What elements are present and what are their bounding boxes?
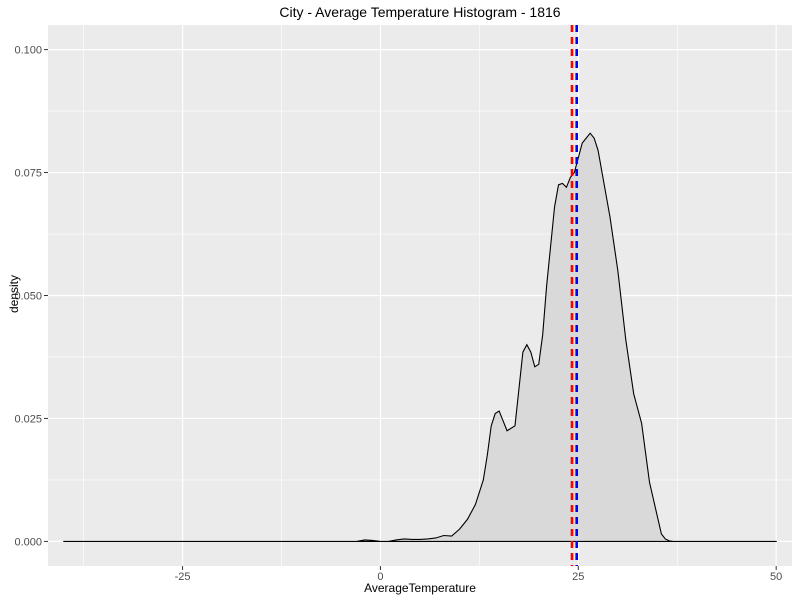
y-axis-title: density xyxy=(7,275,21,313)
y-tick-label: 0.100 xyxy=(14,45,42,57)
chart-title: City - Average Temperature Histogram - 1… xyxy=(279,4,560,20)
density-area xyxy=(63,132,777,542)
x-tick-label: 0 xyxy=(377,571,383,583)
y-axis-ticks: 0.000 0.025 0.050 0.075 0.100 xyxy=(14,45,48,548)
x-tick-label: -25 xyxy=(175,571,191,583)
y-tick-label: 0.075 xyxy=(14,168,42,180)
reference-lines xyxy=(570,25,579,566)
y-tick-label: 0.050 xyxy=(14,291,42,303)
y-tick-label: 0.025 xyxy=(14,413,42,425)
x-axis-title: AverageTemperature xyxy=(364,581,476,595)
y-tick-label: 0.000 xyxy=(14,536,42,548)
x-axis-ticks: -25 0 25 50 xyxy=(175,566,782,583)
x-tick-label: 50 xyxy=(770,571,782,583)
x-tick-label: 25 xyxy=(572,571,584,583)
